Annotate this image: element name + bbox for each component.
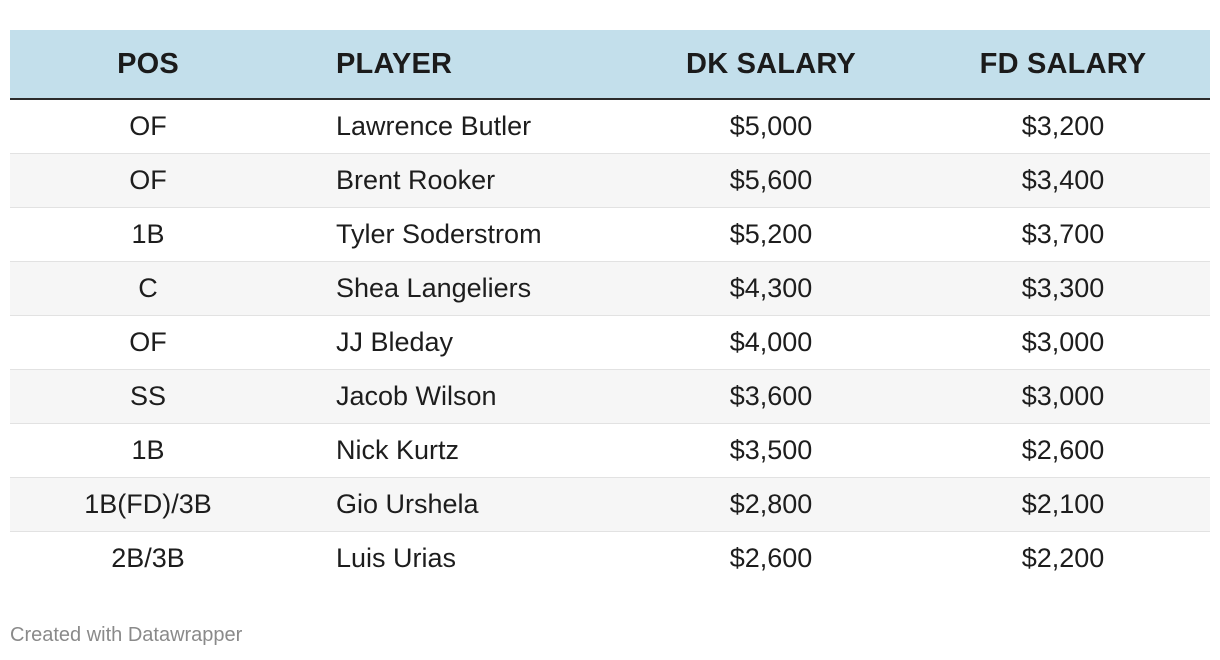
cell-dk-salary: $3,600 [626,369,916,424]
cell-player: Nick Kurtz [286,423,626,478]
cell-fd-salary: $3,000 [916,315,1210,370]
table-row: OF JJ Bleday $4,000 $3,000 [10,315,1210,370]
cell-pos: 1B [10,207,286,262]
cell-player: Jacob Wilson [286,369,626,424]
cell-dk-salary: $3,500 [626,423,916,478]
cell-dk-salary: $4,000 [626,315,916,370]
cell-dk-salary: $5,000 [626,99,916,154]
table-row: 1B Nick Kurtz $3,500 $2,600 [10,423,1210,478]
cell-fd-salary: $3,300 [916,261,1210,316]
cell-dk-salary: $2,600 [729,543,813,573]
cell-fd-salary: $3,200 [916,99,1210,154]
cell-player: JJ Bleday [286,315,626,370]
cell-pos: 2B/3B [111,543,185,573]
cell-dk-salary: $5,200 [626,207,916,262]
cell-pos: OF [10,99,286,154]
cell-pos: SS [10,369,286,424]
column-header-pos: POS [10,30,286,100]
table-row: 2B/3B Luis Urias $2,600 $2,200 [10,532,1210,586]
cell-player: Brent Rooker [286,153,626,208]
cell-pos: C [10,261,286,316]
table-row: 1B(FD)/3B Gio Urshela $2,800 $2,100 [10,477,1210,532]
cell-fd-salary: $2,200 [1021,543,1105,573]
cell-dk-salary: $5,600 [626,153,916,208]
table-row: OF Lawrence Butler $5,000 $3,200 [10,99,1210,154]
column-header-player: PLAYER [286,30,626,100]
cell-player: Shea Langeliers [286,261,626,316]
table-row: SS Jacob Wilson $3,600 $3,000 [10,369,1210,424]
cell-player: Luis Urias [336,543,457,573]
datawrapper-credit: Created with Datawrapper [10,624,243,646]
cell-dk-salary: $4,300 [626,261,916,316]
table-row: C Shea Langeliers $4,300 $3,300 [10,261,1210,316]
salary-table: POS PLAYER DK SALARY FD SALARY OF Lawrenc… [10,30,1210,585]
cell-pos: 1B [10,423,286,478]
table-row: OF Brent Rooker $5,600 $3,400 [10,153,1210,208]
cell-pos: 1B(FD)/3B [10,477,286,532]
cell-fd-salary: $3,000 [916,369,1210,424]
cell-fd-salary: $3,400 [916,153,1210,208]
table-row: 1B Tyler Soderstrom $5,200 $3,700 [10,207,1210,262]
table-header-row: POS PLAYER DK SALARY FD SALARY [10,30,1210,100]
cell-player: Gio Urshela [286,477,626,532]
cell-pos: OF [10,153,286,208]
table-body: OF Lawrence Butler $5,000 $3,200 OF Brent Roo… [10,99,1210,585]
cell-fd-salary: $2,600 [916,423,1210,478]
column-header-dk-salary: DK SALARY [626,30,916,100]
cell-player: Tyler Soderstrom [286,207,626,262]
cell-pos: OF [10,315,286,370]
cell-fd-salary: $2,100 [916,477,1210,532]
cell-fd-salary: $3,700 [916,207,1210,262]
column-header-fd-salary: FD SALARY [916,30,1210,100]
salary-table-container: POS PLAYER DK SALARY FD SALARY OF Lawrenc… [10,30,1210,585]
cell-dk-salary: $2,800 [626,477,916,532]
cell-player: Lawrence Butler [286,99,626,154]
